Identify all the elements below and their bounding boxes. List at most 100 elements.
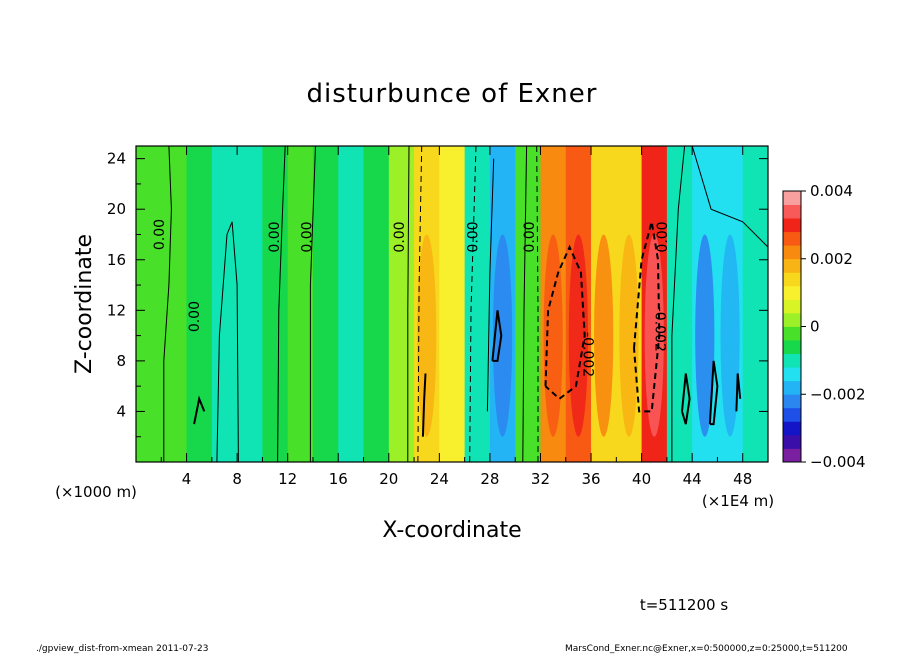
colorbar-swatch-9: [783, 326, 801, 341]
x-tick-label-8: 36: [581, 470, 600, 488]
x-unit-right: (×1E4 m): [702, 492, 774, 510]
y-tick-label-3: 16: [107, 251, 126, 269]
plot-frame: [135, 145, 769, 463]
y-axis-label: Z-coordinate: [72, 234, 97, 374]
contour-line-4: [309, 146, 316, 462]
field-column-7: [312, 146, 339, 462]
y-tick-label-5: 24: [107, 150, 126, 168]
x-tick-label-10: 44: [683, 470, 702, 488]
contour-line-3: [277, 146, 286, 462]
colorbar-label-2: 0: [810, 318, 820, 336]
field-column-3: [211, 146, 238, 462]
contour-label-2: 0.00: [267, 221, 283, 252]
field-column-8: [338, 146, 365, 462]
colorbar-swatch-10: [783, 312, 801, 327]
contour-line-0: [163, 146, 172, 462]
colorbar-swatch-19: [783, 191, 801, 205]
field-core-19: [619, 234, 639, 437]
colorbar-label-3: −0.002: [810, 385, 866, 403]
x-tick-label-2: 12: [278, 470, 297, 488]
contour-line-1: [193, 395, 206, 425]
field-column-1: [161, 146, 188, 462]
contour-line-8: [469, 146, 477, 462]
contour-lines: [163, 146, 768, 462]
y-tick-label-1: 8: [116, 352, 126, 370]
colorbar-label-4: −0.004: [810, 453, 866, 471]
colorbar-swatch-16: [783, 231, 801, 246]
colorbar-swatch-2: [783, 421, 801, 436]
y-tick-label-2: 12: [107, 301, 126, 319]
contour-line-7: [421, 373, 427, 437]
field-core-23: [720, 234, 740, 437]
colorbar-swatch-5: [783, 380, 801, 395]
field-column-13: [464, 146, 491, 462]
contour-label-6: 0.00: [522, 221, 538, 252]
field-column-10: [388, 146, 415, 462]
field-core-17: [568, 234, 589, 437]
contour-line-10: [491, 310, 503, 362]
contour-line-9: [486, 158, 495, 412]
contour-label-5: 0.00: [465, 221, 481, 252]
contour-label-3: 0.00: [300, 221, 316, 252]
contour-line-16: [681, 373, 691, 425]
colorbar-swatch-13: [783, 272, 801, 287]
contour-line-13: [544, 244, 586, 401]
x-tick-label-4: 20: [379, 470, 398, 488]
colorbar-swatch-4: [783, 394, 801, 409]
colorbar-swatch-17: [783, 218, 801, 233]
contour-label-4: 0.00: [392, 221, 408, 252]
field-column-9: [363, 146, 390, 462]
field-column-0: [136, 146, 162, 462]
colorbar-swatch-6: [783, 367, 801, 382]
colorbar-swatch-12: [783, 285, 801, 300]
contour-line-12: [536, 146, 539, 462]
field-core-14: [492, 234, 513, 437]
contour-label-9: -0.002: [652, 307, 668, 352]
field-core-16: [543, 234, 563, 437]
footer-dataset: MarsCond_Exner.nc@Exner,x=0:500000,z=0:2…: [565, 644, 848, 654]
contour-line-11: [522, 146, 528, 462]
x-axis-label: X-coordinate: [382, 518, 521, 543]
field-column-4: [237, 146, 263, 462]
contour-label-0: 0.00: [152, 219, 168, 250]
colorbar-label-0: 0.004: [810, 182, 853, 200]
field-core-22: [695, 234, 715, 437]
contour-line-18: [735, 373, 742, 412]
x-tick-label-3: 16: [329, 470, 348, 488]
x-unit-left: (×1000 m): [55, 483, 137, 501]
contour-label-7: 0.00: [655, 221, 671, 252]
colorbar-swatch-0: [783, 448, 801, 463]
y-tick-label-4: 20: [107, 200, 126, 218]
colorbar-swatch-8: [783, 340, 801, 354]
x-axis: 4 8 12 16 20 24 28 32 36 40 44 48: [160, 146, 752, 488]
contour-line-15: [671, 146, 686, 462]
contour-line-2: [216, 221, 239, 462]
contour-line-14: [633, 221, 661, 413]
colorbar: 0.004 0.002 0 −0.002 −0.004: [782, 182, 866, 471]
field-column-24: [742, 146, 768, 462]
field-column-12: [439, 146, 466, 462]
field-core-18: [594, 234, 614, 437]
contour-line-19: [691, 146, 768, 248]
contour-line-5: [407, 146, 410, 462]
field-column-6: [287, 146, 314, 462]
x-tick-label-7: 32: [531, 470, 550, 488]
field-core-11: [417, 234, 437, 437]
colorbar-label-1: 0.002: [810, 250, 853, 268]
colorbar-swatch-7: [783, 353, 801, 368]
chart-title: disturbunce of Exner: [307, 79, 598, 109]
colorbar-swatch-11: [783, 299, 801, 314]
x-tick-label-11: 48: [733, 470, 752, 488]
colorbar-swatch-14: [783, 258, 801, 273]
y-tick-label-0: 4: [116, 402, 126, 420]
x-tick-label-0: 4: [182, 470, 192, 488]
y-axis: 4 8 12 16 20 24: [107, 150, 768, 438]
footer-script-date: ./gpview_dist-from-xmean 2011-07-23: [36, 644, 208, 654]
colorbar-swatch-18: [783, 204, 801, 219]
contour-label-8: -0.002: [580, 332, 596, 377]
colorbar-swatch-3: [783, 407, 801, 422]
contour-label-1: 0.00: [187, 301, 203, 332]
field-column-2: [186, 146, 213, 462]
x-tick-label-1: 8: [232, 470, 242, 488]
